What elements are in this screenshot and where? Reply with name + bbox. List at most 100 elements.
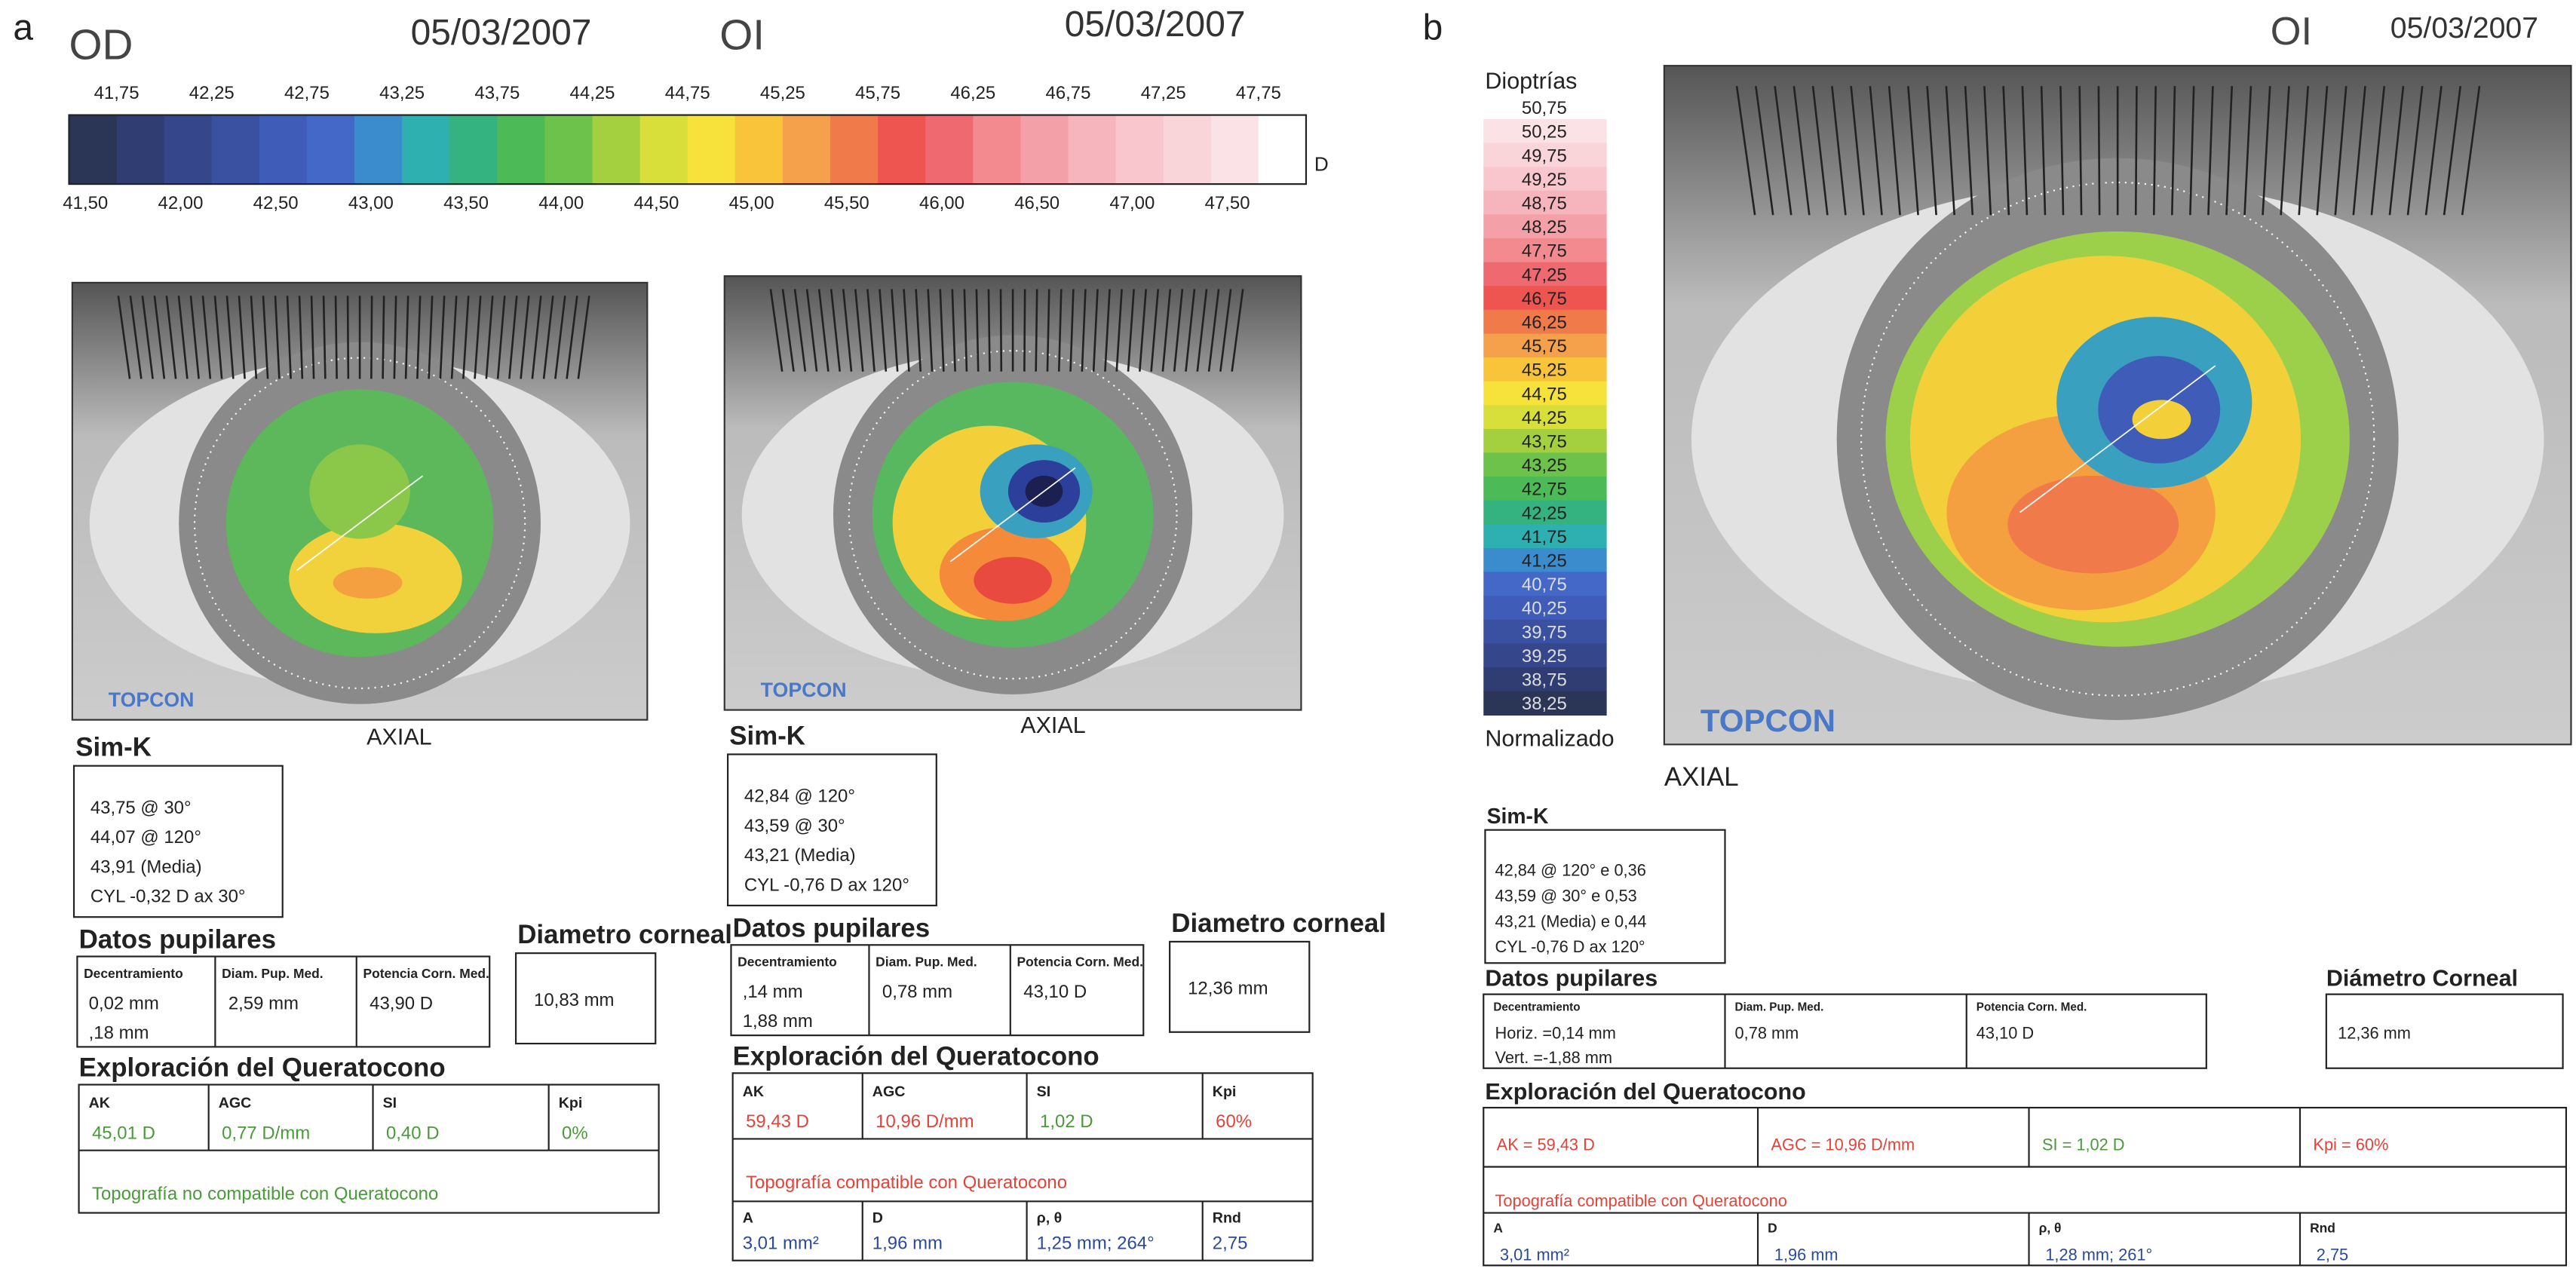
- legend-label: 49,25: [1522, 170, 1567, 190]
- label: 44,07 @ 120°: [90, 827, 201, 847]
- table-cell: AK = 59,43 D: [1497, 1136, 1595, 1154]
- scale-block: [354, 115, 403, 185]
- table: [1483, 993, 2207, 1069]
- legend-label: 40,25: [1522, 599, 1567, 619]
- label: 42,84 @ 120° e 0,36: [1495, 861, 1645, 880]
- eyelash: [117, 296, 131, 379]
- label: CYL -0,76 D ax 120°: [1495, 937, 1645, 956]
- scale-block: [734, 115, 784, 185]
- message: Topografía no compatible con Queratocono: [92, 1184, 438, 1204]
- eyelash: [830, 289, 841, 372]
- eyelash: [915, 289, 922, 372]
- eyelash: [2002, 86, 2010, 216]
- axis-line: [949, 467, 1076, 562]
- table-cell: ,14 mm: [743, 982, 803, 1002]
- table-header: AK: [89, 1095, 110, 1111]
- table-header: Diam. Pup. Med.: [222, 966, 324, 981]
- table-header: Rnd: [2310, 1221, 2335, 1236]
- table-header: Potencia Corn. Med.: [1017, 955, 1143, 970]
- scale-block: [402, 115, 451, 185]
- scale-label: 46,25: [950, 83, 995, 103]
- table-cell: 2,75: [2317, 1246, 2348, 1264]
- legend-block: [1483, 667, 1607, 692]
- eyelash: [531, 296, 542, 379]
- legend-label: 39,75: [1522, 622, 1567, 642]
- eyelash: [1150, 289, 1160, 372]
- eyelash: [450, 296, 458, 379]
- panel-label: b: [1423, 8, 1443, 48]
- table-cell: 0,02 mm: [89, 993, 159, 1013]
- table-header: Diam. Pup. Med.: [1735, 1001, 1824, 1013]
- eyelash: [189, 296, 200, 379]
- table-header: Decentramiento: [84, 966, 183, 981]
- eyelash: [2443, 86, 2462, 216]
- eyelash: [274, 296, 281, 379]
- eyelash: [393, 296, 397, 379]
- legend-block: [1483, 119, 1607, 144]
- box: [1169, 940, 1311, 1033]
- legend-label: 39,25: [1522, 646, 1567, 667]
- table-cell: 3,01 mm²: [743, 1233, 819, 1253]
- scale-block: [687, 115, 736, 185]
- eyelash: [854, 289, 864, 372]
- eyelash: [554, 296, 566, 379]
- scale-block: [211, 115, 260, 185]
- eyelash: [2388, 86, 2405, 216]
- box: [727, 753, 937, 907]
- scale-label: 42,00: [158, 193, 204, 213]
- section-title: Datos pupilares: [733, 913, 930, 943]
- eyelash: [416, 296, 422, 379]
- panel-label: a: [13, 8, 33, 48]
- topography: [333, 567, 403, 599]
- scale-label: 44,25: [570, 83, 615, 103]
- legend-footer: Normalizado: [1485, 726, 1614, 752]
- legend-label: 50,75: [1522, 98, 1567, 118]
- legend-label: 42,75: [1522, 480, 1567, 500]
- eyelash: [566, 296, 578, 379]
- eyelash: [951, 289, 956, 372]
- eyelash: [298, 296, 304, 379]
- eyelash: [1231, 289, 1244, 372]
- scale-unit: D: [1314, 153, 1329, 176]
- table-cell: 2,59 mm: [228, 993, 299, 1013]
- legend-label: 47,25: [1522, 265, 1567, 285]
- eyelash: [262, 296, 269, 379]
- topography: [309, 444, 410, 539]
- scale-label: 45,00: [729, 193, 774, 213]
- scale-label: 44,75: [665, 83, 710, 103]
- topography: [2132, 400, 2191, 440]
- eyelash: [879, 289, 888, 372]
- section-title: Sim-K: [729, 721, 805, 750]
- brand-logo: TOPCON: [1700, 703, 1835, 738]
- table-header: SI: [383, 1095, 397, 1111]
- legend-label: 44,25: [1522, 408, 1567, 428]
- table-cell: 0,40 D: [386, 1123, 440, 1143]
- legend-label: 42,25: [1522, 503, 1567, 523]
- table-cell: Vert. =-1,88 mm: [1495, 1048, 1612, 1067]
- eyelash: [322, 296, 327, 379]
- eyelash: [177, 296, 189, 379]
- legend-block: [1483, 547, 1607, 573]
- scale-block: [306, 115, 356, 185]
- eyelash: [1104, 289, 1111, 372]
- eyelash: [1139, 289, 1148, 372]
- scale-block: [830, 115, 879, 185]
- table-header: Diam. Pup. Med.: [876, 955, 977, 970]
- scale-block: [973, 115, 1022, 185]
- scale-label: 43,50: [443, 193, 489, 213]
- date: 05/03/2007: [1065, 5, 1246, 44]
- legend-block: [1483, 691, 1607, 716]
- box: [1484, 829, 1726, 964]
- eyelash: [2352, 86, 2366, 216]
- eyelash: [2262, 86, 2271, 216]
- legend-label: 50,25: [1522, 122, 1567, 143]
- table-cell: 43,90 D: [370, 993, 433, 1013]
- table-header: Potencia Corn. Med.: [363, 966, 489, 981]
- scale-block: [1163, 115, 1212, 185]
- eyelash: [1185, 289, 1196, 372]
- eyelash: [2021, 86, 2029, 216]
- table-cell: 60%: [1216, 1111, 1252, 1132]
- eyelash: [520, 296, 530, 379]
- table-cell: 1,96 mm: [872, 1233, 943, 1253]
